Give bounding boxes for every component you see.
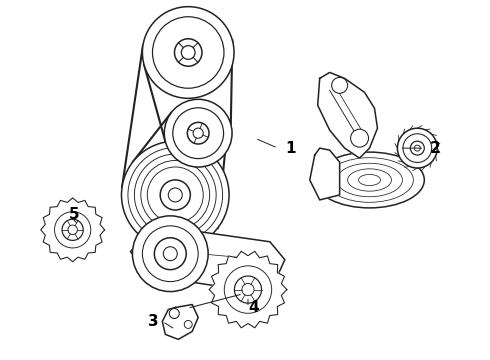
Polygon shape [41,198,104,262]
Circle shape [164,99,232,167]
Circle shape [62,219,83,240]
Text: 1: 1 [285,141,295,156]
Circle shape [68,225,77,235]
Circle shape [187,122,209,144]
Text: 3: 3 [148,314,159,329]
Circle shape [181,46,195,59]
Circle shape [410,141,424,155]
Circle shape [163,247,177,261]
Polygon shape [162,305,198,339]
Text: 2: 2 [429,141,440,156]
Text: 4: 4 [248,300,259,315]
Circle shape [332,77,347,93]
Circle shape [122,141,229,249]
Circle shape [397,128,437,168]
Circle shape [415,145,420,151]
Circle shape [169,309,179,319]
Circle shape [132,216,208,292]
Polygon shape [310,148,340,200]
Ellipse shape [315,152,424,208]
Polygon shape [130,228,285,289]
Circle shape [350,129,368,147]
Polygon shape [209,251,287,328]
Polygon shape [318,72,377,158]
Circle shape [184,320,192,328]
Circle shape [160,180,190,210]
Circle shape [242,283,254,296]
Text: 5: 5 [69,207,79,222]
Circle shape [143,7,234,98]
Circle shape [174,39,202,66]
Circle shape [234,276,262,303]
Circle shape [193,128,203,138]
Circle shape [168,188,182,202]
Circle shape [154,238,186,270]
